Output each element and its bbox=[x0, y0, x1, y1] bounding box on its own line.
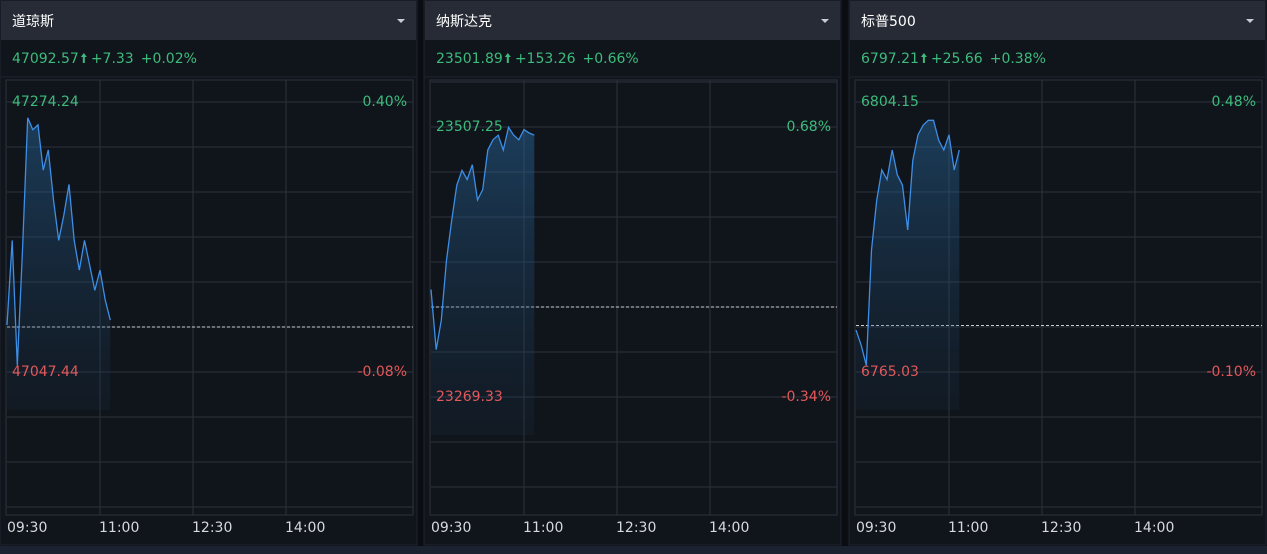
quote-price: 23501.89 bbox=[436, 51, 503, 67]
price-line bbox=[6, 117, 111, 366]
price-line bbox=[430, 125, 535, 350]
quote-arrow bbox=[504, 53, 511, 63]
panel-title: 纳斯达克 bbox=[436, 14, 492, 30]
quote-arrow bbox=[80, 53, 87, 63]
plot-frame bbox=[5, 79, 414, 516]
price-area bbox=[7, 117, 111, 411]
plot-frame bbox=[429, 79, 838, 516]
x-tick-label: 14:00 bbox=[709, 520, 749, 536]
panel-header bbox=[425, 1, 840, 40]
quote-change-pct: +0.02% bbox=[141, 51, 197, 67]
y2-tick-label: -0.10% bbox=[1206, 364, 1256, 380]
quote-change-pct: +0.38% bbox=[990, 51, 1046, 67]
panel-header bbox=[1, 1, 416, 40]
x-tick-label: 12:30 bbox=[1041, 520, 1081, 536]
quote-price: 6797.21 bbox=[861, 51, 919, 67]
y-tick-label: 47047.44 bbox=[12, 364, 79, 380]
x-tick-label: 12:30 bbox=[192, 520, 232, 536]
dropdown-arrow[interactable] bbox=[821, 19, 829, 23]
x-tick-label: 11:00 bbox=[948, 520, 988, 536]
y-tick-label: 23507.25 bbox=[436, 119, 503, 135]
x-tick-label: 14:00 bbox=[1134, 520, 1174, 536]
price-line bbox=[855, 119, 960, 366]
y2-tick-label: 0.40% bbox=[363, 94, 407, 110]
bottom-strip bbox=[0, 546, 1267, 554]
y-tick-label: 6804.15 bbox=[861, 94, 919, 110]
dropdown-arrow[interactable] bbox=[397, 19, 405, 23]
y2-tick-label: -0.08% bbox=[357, 364, 407, 380]
x-tick-label: 14:00 bbox=[285, 520, 325, 536]
price-area bbox=[431, 127, 535, 436]
quote-change: +153.26 bbox=[515, 51, 576, 67]
quote-price: 47092.57 bbox=[12, 51, 79, 67]
y2-tick-label: -0.34% bbox=[781, 389, 831, 405]
x-tick-label: 09:30 bbox=[431, 520, 471, 536]
panel-title: 道琼斯 bbox=[12, 14, 54, 30]
x-tick-label: 11:00 bbox=[523, 520, 563, 536]
dropdown-arrow[interactable] bbox=[1246, 19, 1254, 23]
quote-change: +25.66 bbox=[931, 51, 983, 67]
panel-header bbox=[850, 1, 1265, 40]
y2-tick-label: 0.48% bbox=[1212, 94, 1256, 110]
x-tick-label: 12:30 bbox=[616, 520, 656, 536]
quote-change-pct: +0.66% bbox=[583, 51, 639, 67]
x-tick-label: 09:30 bbox=[7, 520, 47, 536]
x-tick-label: 09:30 bbox=[856, 520, 896, 536]
y-tick-label: 6765.03 bbox=[861, 364, 919, 380]
x-tick-label: 11:00 bbox=[99, 520, 139, 536]
panel-title: 标普500 bbox=[861, 14, 916, 30]
y2-tick-label: 0.68% bbox=[787, 119, 831, 135]
quote-change: +7.33 bbox=[91, 51, 134, 67]
plot-frame bbox=[854, 79, 1263, 516]
quote-arrow bbox=[920, 53, 927, 63]
y-tick-label: 47274.24 bbox=[12, 94, 79, 110]
price-area bbox=[856, 120, 960, 411]
y-tick-label: 23269.33 bbox=[436, 389, 503, 405]
